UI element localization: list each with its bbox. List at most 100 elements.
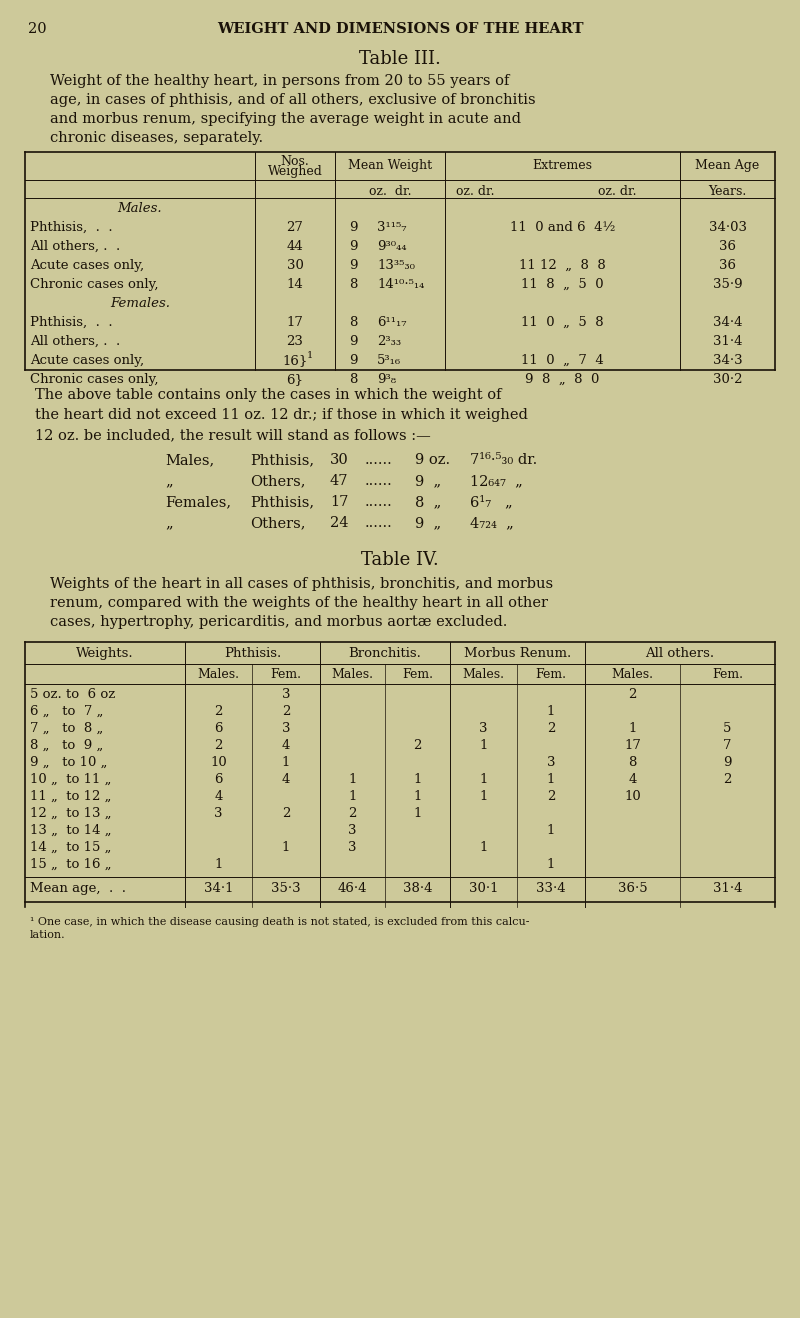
Text: 1: 1 <box>348 772 357 786</box>
Text: 8: 8 <box>349 373 357 386</box>
Text: 30: 30 <box>286 260 303 272</box>
Text: Fem.: Fem. <box>402 668 433 681</box>
Text: 1: 1 <box>414 789 422 803</box>
Text: 34·03: 34·03 <box>709 221 746 235</box>
Text: Males.: Males. <box>462 668 505 681</box>
Text: 3: 3 <box>348 841 357 854</box>
Text: 14 „  to 15 „: 14 „ to 15 „ <box>30 841 111 854</box>
Text: 31·4: 31·4 <box>713 335 742 348</box>
Text: 11  0  „  7  4: 11 0 „ 7 4 <box>521 355 604 366</box>
Text: 2: 2 <box>547 789 555 803</box>
Text: Males.: Males. <box>611 668 654 681</box>
Text: Females.: Females. <box>110 297 170 310</box>
Text: Chronic cases only,: Chronic cases only, <box>30 373 158 386</box>
Text: Weights of the heart in all cases of phthisis, bronchitis, and morbus: Weights of the heart in all cases of pht… <box>50 577 553 590</box>
Text: Weight of the healthy heart, in persons from 20 to 55 years of: Weight of the healthy heart, in persons … <box>50 74 510 88</box>
Text: 12 oz. be included, the result will stand as follows :—: 12 oz. be included, the result will stan… <box>35 428 430 442</box>
Text: 16}: 16} <box>282 355 308 366</box>
Text: 13³⁵₃₀: 13³⁵₃₀ <box>377 260 415 272</box>
Text: All others, .  .: All others, . . <box>30 335 120 348</box>
Text: 2: 2 <box>723 772 732 786</box>
Text: 1: 1 <box>547 824 555 837</box>
Text: 17: 17 <box>624 739 641 753</box>
Text: 2: 2 <box>282 807 290 820</box>
Text: 6¹¹₁₇: 6¹¹₁₇ <box>377 316 406 330</box>
Text: Nos.: Nos. <box>281 156 310 167</box>
Text: Others,: Others, <box>250 517 306 530</box>
Text: WEIGHT AND DIMENSIONS OF THE HEART: WEIGHT AND DIMENSIONS OF THE HEART <box>217 22 583 36</box>
Text: ......: ...... <box>365 474 393 488</box>
Text: oz. dr.: oz. dr. <box>598 185 637 198</box>
Text: 8: 8 <box>349 316 357 330</box>
Text: 31·4: 31·4 <box>713 882 742 895</box>
Text: 2: 2 <box>348 807 357 820</box>
Text: 1: 1 <box>414 807 422 820</box>
Text: 33·4: 33·4 <box>536 882 566 895</box>
Text: 5³₁₆: 5³₁₆ <box>377 355 401 366</box>
Text: 8  „: 8 „ <box>415 496 442 509</box>
Text: cases, hypertrophy, pericarditis, and morbus aortæ excluded.: cases, hypertrophy, pericarditis, and mo… <box>50 616 507 629</box>
Text: 9: 9 <box>349 221 358 235</box>
Text: oz. dr.: oz. dr. <box>456 185 494 198</box>
Text: 14: 14 <box>286 278 303 291</box>
Text: 36·5: 36·5 <box>618 882 647 895</box>
Text: 8: 8 <box>349 278 357 291</box>
Text: 9: 9 <box>349 335 358 348</box>
Text: 11  8  „  5  0: 11 8 „ 5 0 <box>521 278 604 291</box>
Text: 8: 8 <box>628 757 637 768</box>
Text: ¹ One case, in which the disease causing death is not stated, is excluded from t: ¹ One case, in which the disease causing… <box>30 917 530 927</box>
Text: All others, .  .: All others, . . <box>30 240 120 253</box>
Text: 1: 1 <box>282 841 290 854</box>
Text: ......: ...... <box>365 517 393 530</box>
Text: 9  „: 9 „ <box>415 517 441 530</box>
Text: Chronic cases only,: Chronic cases only, <box>30 278 158 291</box>
Text: The above table contains only the cases in which the weight of: The above table contains only the cases … <box>35 387 502 402</box>
Text: 3: 3 <box>282 722 290 735</box>
Text: 8 „   to  9 „: 8 „ to 9 „ <box>30 739 103 753</box>
Text: 2: 2 <box>547 722 555 735</box>
Text: 1: 1 <box>479 789 488 803</box>
Text: „: „ <box>165 517 173 530</box>
Text: 20: 20 <box>28 22 46 36</box>
Text: 7: 7 <box>723 739 732 753</box>
Text: 4: 4 <box>282 739 290 753</box>
Text: Males.: Males. <box>331 668 374 681</box>
Text: 5: 5 <box>723 722 732 735</box>
Text: 14¹⁰·⁵₁₄: 14¹⁰·⁵₁₄ <box>377 278 424 291</box>
Text: 3: 3 <box>282 688 290 701</box>
Text: Fem.: Fem. <box>270 668 302 681</box>
Text: 30·2: 30·2 <box>713 373 742 386</box>
Text: 9  8  „  8  0: 9 8 „ 8 0 <box>526 373 600 386</box>
Text: 1: 1 <box>479 772 488 786</box>
Text: Weights.: Weights. <box>76 647 134 660</box>
Text: 6¹₇   „: 6¹₇ „ <box>470 496 513 509</box>
Text: 5 oz. to  6 oz: 5 oz. to 6 oz <box>30 688 115 701</box>
Text: 34·4: 34·4 <box>713 316 742 330</box>
Text: 2: 2 <box>414 739 422 753</box>
Text: 3: 3 <box>479 722 488 735</box>
Text: lation.: lation. <box>30 931 66 940</box>
Text: Others,: Others, <box>250 474 306 488</box>
Text: Fem.: Fem. <box>535 668 566 681</box>
Text: ......: ...... <box>365 453 393 467</box>
Text: Acute cases only,: Acute cases only, <box>30 260 144 272</box>
Text: Mean Age: Mean Age <box>695 159 760 173</box>
Text: 1: 1 <box>214 858 222 871</box>
Text: the heart did not exceed 11 oz. 12 dr.; if those in which it weighed: the heart did not exceed 11 oz. 12 dr.; … <box>35 409 528 422</box>
Text: 34·1: 34·1 <box>204 882 234 895</box>
Text: Morbus Renum.: Morbus Renum. <box>464 647 571 660</box>
Text: 30·1: 30·1 <box>469 882 498 895</box>
Text: 9: 9 <box>349 260 358 272</box>
Text: Fem.: Fem. <box>712 668 743 681</box>
Text: 10: 10 <box>624 789 641 803</box>
Text: 4₇₂₄  „: 4₇₂₄ „ <box>470 517 514 530</box>
Text: 1: 1 <box>479 739 488 753</box>
Text: Females,: Females, <box>165 496 231 509</box>
Text: Phthisis,: Phthisis, <box>250 453 314 467</box>
Text: renum, compared with the weights of the healthy heart in all other: renum, compared with the weights of the … <box>50 596 548 610</box>
Text: 17: 17 <box>330 496 348 509</box>
Text: „: „ <box>165 474 173 488</box>
Text: 34·3: 34·3 <box>713 355 742 366</box>
Text: 9  „: 9 „ <box>415 474 441 488</box>
Text: Weighed: Weighed <box>267 165 322 178</box>
